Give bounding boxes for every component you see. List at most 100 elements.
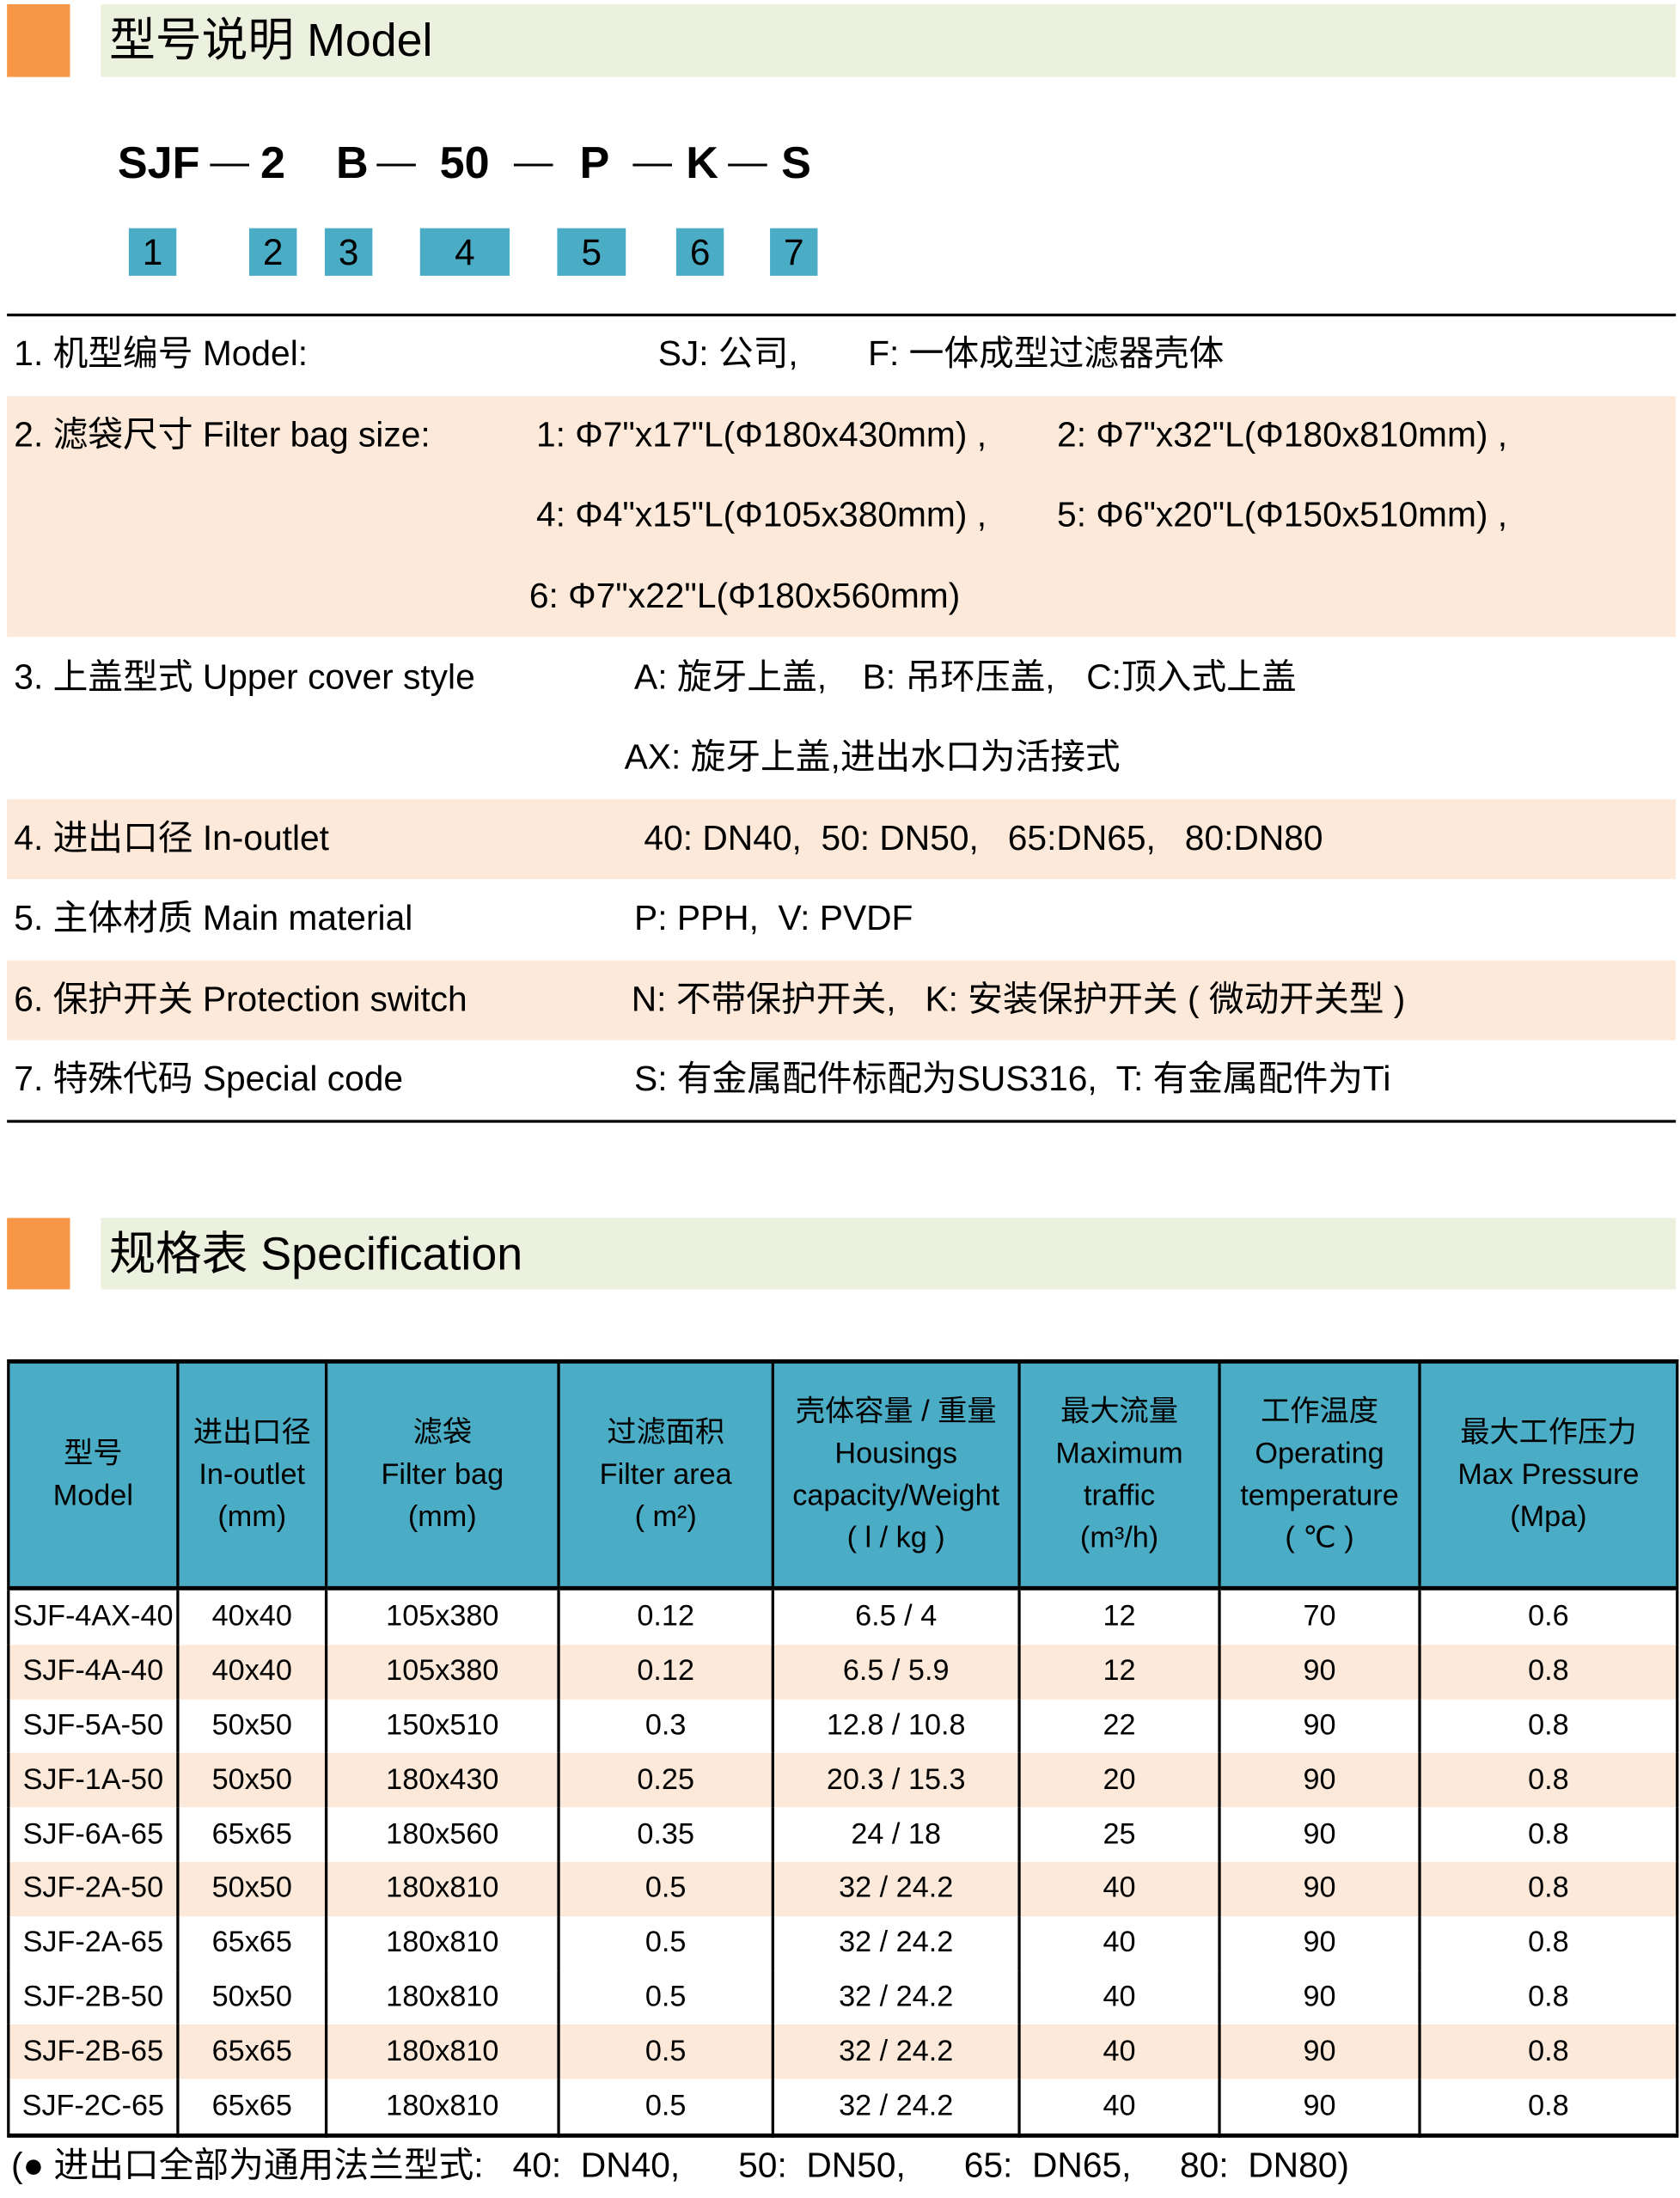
spec-label: 3. 上盖型式 Upper cover style xyxy=(14,657,475,698)
code-part: K xyxy=(686,137,718,188)
table-cell: 180x430 xyxy=(324,1753,560,1808)
table-cell: 50x50 xyxy=(176,1699,328,1754)
code-part: S xyxy=(781,137,811,188)
column-header-line: 滤袋 xyxy=(412,1415,473,1449)
row-shade xyxy=(7,960,1677,1041)
table-cell: SJF-2A-50 xyxy=(7,1861,180,1917)
table-cell: 32 / 24.2 xyxy=(771,2079,1021,2136)
table-cell: 50x50 xyxy=(176,1970,328,2025)
table-cell: 90 xyxy=(1218,1861,1421,1917)
table-cell: 180x810 xyxy=(324,1916,560,1971)
footnote: (● 进出口全部为通用法兰型式: 40: DN40, 50: DN50, 65:… xyxy=(11,2146,1349,2186)
table-row: SJF-1A-50 50x50 180x430 0.25 20.3 / 15.3 20 90… xyxy=(7,1753,1679,1808)
table-row: SJF-4A-40 40x40 105x380 0.12 6.5 / 5.9 12 90 0.… xyxy=(7,1644,1679,1700)
column-header-line: (mm) xyxy=(217,1499,287,1533)
column-header-line: Operating xyxy=(1255,1437,1384,1469)
table-cell: 70 xyxy=(1218,1588,1421,1645)
table-cell: SJF-4A-40 xyxy=(7,1644,180,1700)
code-dash: — xyxy=(728,139,767,184)
code-part: 50 xyxy=(439,137,490,188)
table-cell: 90 xyxy=(1218,1916,1421,1971)
table-cell: SJF-4AX-40 xyxy=(7,1588,180,1645)
spec-value: S: 有金属配件标配为SUS316, T: 有金属配件为Ti xyxy=(634,1059,1391,1099)
column-header-line: ( ℃ ) xyxy=(1285,1521,1354,1554)
table-cell: 90 xyxy=(1218,1807,1421,1862)
table-cell: 180x810 xyxy=(324,2079,560,2136)
table-cell: 150x510 xyxy=(324,1699,560,1754)
section-marker xyxy=(7,3,70,77)
table-row: SJF-2A-50 50x50 180x810 0.5 32 / 24.2 40 90 0.8 xyxy=(7,1861,1679,1917)
spec-value: 2: Φ7"x32"L(Φ180x810mm) , xyxy=(1057,415,1508,455)
column-header-line: (mm) xyxy=(407,1499,477,1533)
code-part: P xyxy=(579,137,610,188)
code-index-box: 3 xyxy=(324,228,373,276)
table-cell: SJF-6A-65 xyxy=(7,1807,180,1862)
code-index-box: 4 xyxy=(419,228,510,276)
column-header-line: 壳体容量 / 重量 xyxy=(795,1395,997,1427)
table-cell: 40 xyxy=(1017,1861,1221,1917)
table-row: SJF-2B-50 50x50 180x810 0.5 32 / 24.2 40 90 0.8 xyxy=(7,1970,1679,2025)
table-cell: 50x50 xyxy=(176,1861,328,1917)
divider xyxy=(7,313,1677,317)
column-header-line: (m³/h) xyxy=(1079,1521,1159,1554)
table-cell: 180x810 xyxy=(324,2024,560,2079)
table-row: SJF-2A-65 65x65 180x810 0.5 32 / 24.2 40 90 0.8 xyxy=(7,1916,1679,1971)
table-cell: SJF-2A-65 xyxy=(7,1916,180,1971)
table-cell: 65x65 xyxy=(176,1916,328,1971)
column-header-line: 进出口径 xyxy=(192,1415,311,1449)
column-header-line: Filter area xyxy=(599,1457,732,1491)
table-cell: 0.5 xyxy=(557,2024,774,2079)
table-cell: SJF-2C-65 xyxy=(7,2079,180,2136)
table-cell: 32 / 24.2 xyxy=(771,1916,1021,1971)
table-cell: SJF-1A-50 xyxy=(7,1753,180,1808)
table-cell: 0.5 xyxy=(557,1861,774,1917)
table-cell: 180x560 xyxy=(324,1807,560,1862)
column-header-line: ( m²) xyxy=(634,1499,697,1533)
table-cell: 0.25 xyxy=(557,1753,774,1808)
column-header-line: 型号 xyxy=(64,1437,123,1469)
table-cell: 0.8 xyxy=(1418,1861,1679,1917)
table-cell: 40 xyxy=(1017,2079,1221,2136)
table-row: SJF-4AX-40 40x40 105x380 0.12 6.5 / 4 12 70 0.6 xyxy=(7,1588,1679,1645)
table-cell: 40 xyxy=(1017,2024,1221,2079)
spec-value: SJ: 公司, xyxy=(657,334,798,374)
table-cell: 12.8 / 10.8 xyxy=(771,1699,1021,1754)
table-row: SJF-2C-65 65x65 180x810 0.5 32 / 24.2 40 90 0.8 xyxy=(7,2079,1679,2136)
table-cell: 6.5 / 4 xyxy=(771,1588,1021,1645)
table-cell: 65x65 xyxy=(176,2079,328,2136)
code-dash: — xyxy=(210,139,249,184)
table-row: SJF-2B-65 65x65 180x810 0.5 32 / 24.2 40 90 0.8 xyxy=(7,2024,1679,2079)
column-header-line: In-outlet xyxy=(199,1457,306,1491)
code-dash: — xyxy=(632,139,673,184)
code-dash: — xyxy=(513,139,553,184)
column-header: 进出口径 In-outlet (mm) xyxy=(176,1361,328,1590)
table-cell: 0.8 xyxy=(1418,1807,1679,1862)
table-cell: 90 xyxy=(1218,1753,1421,1808)
code-index-box: 6 xyxy=(675,228,724,276)
table-cell: 24 / 18 xyxy=(771,1807,1021,1862)
table-cell: 0.5 xyxy=(557,2079,774,2136)
section-title: 规格表 Specification xyxy=(109,1227,523,1280)
table-cell: 20.3 / 15.3 xyxy=(771,1753,1021,1808)
code-index-box: 2 xyxy=(248,228,297,276)
table-cell: 0.12 xyxy=(557,1644,774,1700)
spec-value: A: 旋牙上盖, xyxy=(634,657,828,698)
spec-value: AX: 旋牙上盖,进出水口为活接式 xyxy=(624,737,1121,778)
spec-value: F: 一体成型过滤器壳体 xyxy=(868,334,1225,374)
column-header: 壳体容量 / 重量 Housings capacity/Weight ( l / kg… xyxy=(771,1361,1021,1590)
spec-value: B: 吊环压盖, xyxy=(862,657,1055,698)
table-cell: 0.8 xyxy=(1418,1970,1679,2025)
column-header-line: traffic xyxy=(1084,1479,1156,1511)
table-cell: 12 xyxy=(1017,1644,1221,1700)
spec-label: 5. 主体材质 Main material xyxy=(14,898,413,938)
table-cell: 32 / 24.2 xyxy=(771,1861,1021,1917)
spec-value: 40: DN40, 50: DN50, 65:DN65, 80:DN80 xyxy=(644,819,1323,858)
code-part: 2 xyxy=(260,137,286,188)
table-cell: 20 xyxy=(1017,1753,1221,1808)
table-cell: 50x50 xyxy=(176,1753,328,1808)
spec-table: 型号 Model 进出口径 In-outlet (mm) 滤袋 Filter bag (mm)… xyxy=(7,1358,1679,2138)
spec-value: C:顶入式上盖 xyxy=(1086,657,1297,698)
table-cell: 0.8 xyxy=(1418,1916,1679,1971)
column-header: 滤袋 Filter bag (mm) xyxy=(324,1361,560,1590)
